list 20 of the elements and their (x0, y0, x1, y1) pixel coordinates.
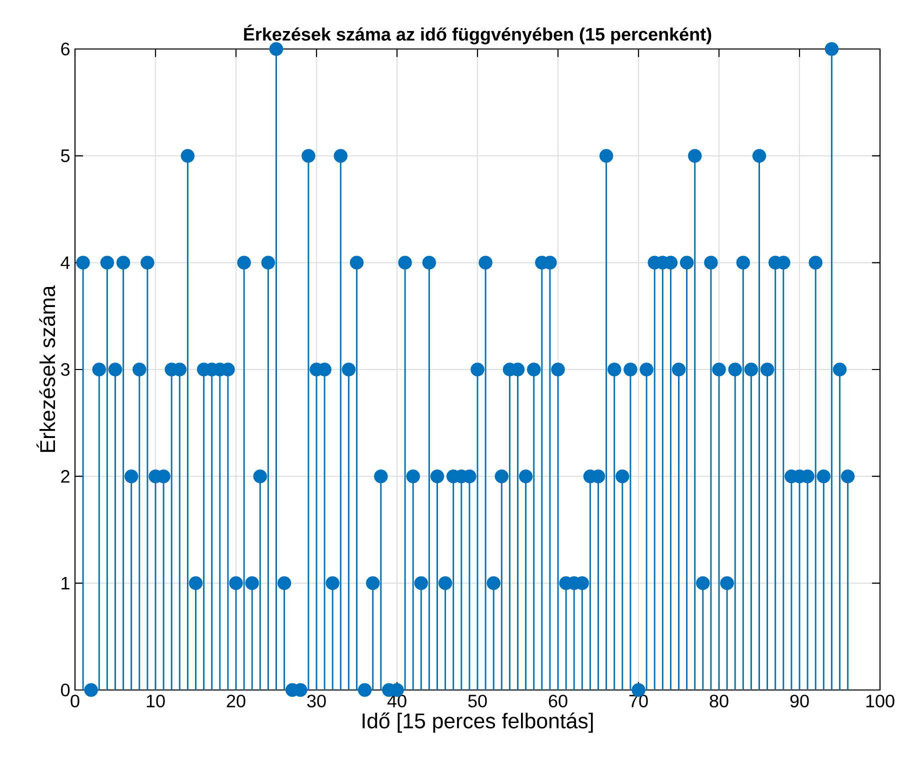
y-tick-label: 1 (62, 576, 70, 590)
y-tick-label: 0 (61, 684, 70, 696)
x-tick-label: 100 (866, 694, 894, 708)
x-tick-label: 20 (226, 694, 246, 708)
y-tick-label: 6 (61, 42, 70, 56)
y-tick-label: 3 (60, 363, 70, 376)
y-tick-label: 2 (61, 470, 70, 483)
x-tick-label: 60 (548, 694, 568, 708)
chart-title: Érkezések száma az idő függvényében (15 percenként) (244, 24, 712, 44)
x-tick-label: 50 (468, 694, 487, 708)
y-tick-label: 4 (60, 256, 70, 269)
x-tick-label: 90 (790, 694, 809, 708)
x-tick-label: 30 (307, 694, 326, 708)
x-axis-title: Idő [15 perces felbontás] (362, 712, 593, 733)
x-tick-label: 0 (70, 694, 80, 708)
y-axis-title: Érkezések száma (36, 285, 56, 452)
x-tick-label: 10 (146, 694, 165, 708)
x-tick-label: 80 (710, 694, 728, 708)
x-tick-label: 40 (387, 694, 406, 708)
y-tick-label: 5 (61, 150, 70, 162)
